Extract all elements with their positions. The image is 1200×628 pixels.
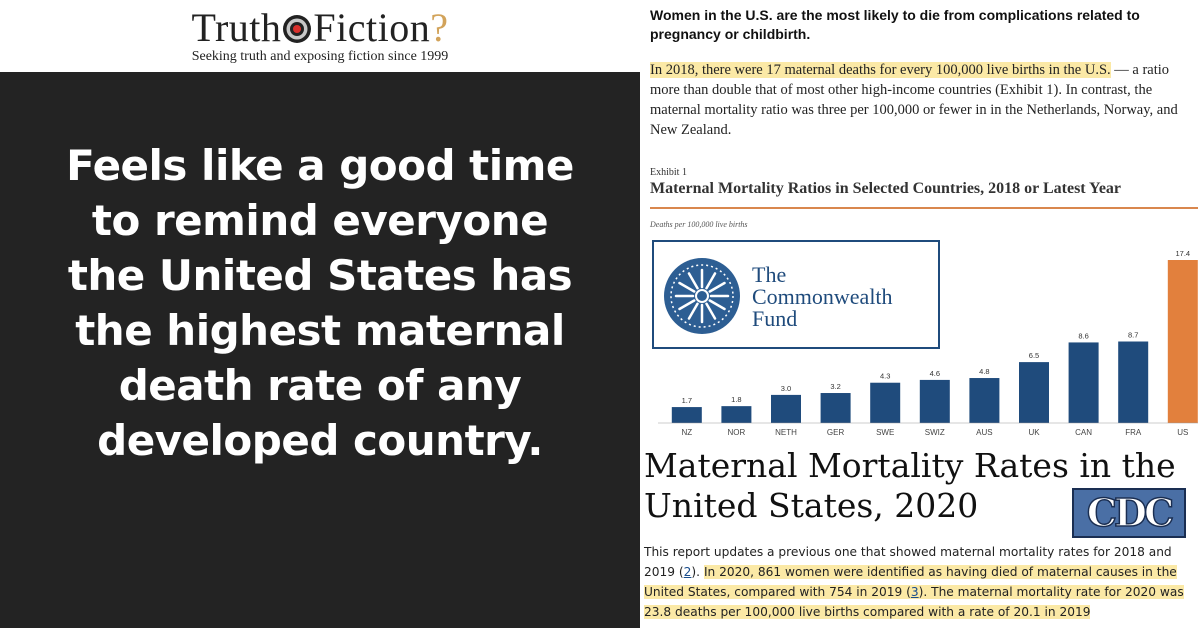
bar-value-label: 17.4 xyxy=(1175,249,1190,258)
bar-swiz xyxy=(919,379,950,423)
meme-image: Feels like a good time to remind everyon… xyxy=(0,72,640,628)
bar-value-label: 1.7 xyxy=(682,396,692,405)
article-headline: Women in the U.S. are the most likely to… xyxy=(650,7,1140,42)
bar-value-label: 3.0 xyxy=(781,384,791,393)
x-tick-label: AUS xyxy=(976,428,992,437)
meme-line: death rate of any xyxy=(118,361,522,410)
emblem-ray xyxy=(678,299,696,311)
exhibit-label: Exhibit 1 xyxy=(650,167,687,178)
exhibit-divider xyxy=(650,207,1198,209)
meme-line: to remind everyone xyxy=(91,196,549,245)
logo-fiction: Fiction xyxy=(313,5,431,50)
bar-ger xyxy=(820,393,851,423)
meme-line: the highest maternal xyxy=(75,306,565,355)
bar-value-label: 4.8 xyxy=(979,367,989,376)
logo-question-mark: ? xyxy=(430,5,449,50)
x-tick-label: GER xyxy=(827,428,845,437)
bar-neth xyxy=(771,394,801,423)
commonwealth-fund-logo: The Commonwealth Fund xyxy=(652,240,940,349)
bar-value-label: 3.2 xyxy=(830,382,840,391)
cdc-title-line: Maternal Mortality Rates in the xyxy=(644,446,1176,485)
emblem-ray xyxy=(678,281,696,293)
bar-value-label: 4.3 xyxy=(880,372,890,381)
paragraph-text: ). xyxy=(691,565,704,579)
paragraph-text: — a ratio more than double that of most … xyxy=(650,62,1178,138)
x-tick-label: UK xyxy=(1028,428,1040,437)
cwf-name-line: Commonwealth xyxy=(752,284,893,309)
bar-uk xyxy=(1019,362,1049,423)
cdc-logo: CDC xyxy=(1072,488,1186,538)
reference-link[interactable]: 3 xyxy=(910,585,919,599)
emblem-ray xyxy=(708,299,726,311)
cwf-name-line: The xyxy=(752,262,787,287)
meme-line: developed country. xyxy=(97,416,543,465)
cdc-logo-text: CDC xyxy=(1086,489,1175,536)
x-tick-label: SWE xyxy=(876,428,894,437)
bar-nor xyxy=(721,406,752,423)
exhibit-title: Maternal Mortality Ratios in Selected Co… xyxy=(650,180,1122,197)
bar-swe xyxy=(870,382,901,423)
maternal-mortality-bar-chart: 1.7 NZ 1.8 NOR 3.0 NETH 3.2 GER 4.3 SWE 4.6 SWIZ 4.8… xyxy=(658,249,1198,437)
paragraph-text: This report updates a previous one that … xyxy=(644,545,1172,579)
chart-y-axis-label: Deaths per 100,000 live births xyxy=(650,220,748,229)
evidence-panel: Women in the U.S. are the most likely to… xyxy=(640,0,1200,628)
cwf-name-line: Fund xyxy=(752,306,798,331)
commonwealth-fund-name: The Commonwealth Fund xyxy=(752,264,893,330)
x-tick-label: NOR xyxy=(728,428,746,437)
bar-fra xyxy=(1118,341,1149,423)
emblem-ray xyxy=(708,281,726,293)
logo-tagline: Seeking truth and exposing fiction since… xyxy=(191,49,449,64)
reference-link[interactable]: 2 xyxy=(683,565,692,579)
meme-line: Feels like a good time xyxy=(66,141,574,190)
x-tick-label: CAN xyxy=(1075,428,1092,437)
bar-us xyxy=(1167,260,1198,423)
cdc-title-line: United States, 2020 xyxy=(644,486,979,525)
emblem-ray xyxy=(687,272,699,290)
meme-panel: TruthorFiction? Seeking truth and exposi… xyxy=(0,0,640,628)
bar-nz xyxy=(671,407,702,423)
logo-truth: Truth xyxy=(191,5,282,50)
commonwealth-fund-emblem-icon xyxy=(664,258,740,334)
bar-value-label: 4.6 xyxy=(930,369,940,378)
bar-value-label: 6.5 xyxy=(1029,351,1039,360)
bar-aus xyxy=(969,378,1000,423)
x-tick-label: FRA xyxy=(1125,428,1142,437)
meme-text: Feels like a good time to remind everyon… xyxy=(0,138,640,468)
emblem-ray xyxy=(705,302,717,320)
bar-value-label: 8.7 xyxy=(1128,331,1138,340)
cdc-report-paragraph: This report updates a previous one that … xyxy=(644,542,1196,622)
x-tick-label: NETH xyxy=(775,428,797,437)
truthorfiction-logo[interactable]: TruthorFiction? Seeking truth and exposi… xyxy=(0,0,640,72)
bars-group: 1.7 NZ 1.8 NOR 3.0 NETH 3.2 GER 4.3 SWE 4.6 SWIZ 4.8… xyxy=(658,249,1198,437)
cdc-report-title: Maternal Mortality Rates in the United S… xyxy=(644,446,1176,526)
bar-value-label: 1.8 xyxy=(731,395,741,404)
emblem-ray xyxy=(705,272,717,290)
article-paragraph: In 2018, there were 17 maternal deaths f… xyxy=(650,60,1195,140)
target-icon xyxy=(283,15,312,43)
logo-wordmark: TruthorFiction? xyxy=(0,4,640,51)
bar-can xyxy=(1068,342,1099,423)
x-tick-label: US xyxy=(1177,428,1188,437)
highlighted-text: In 2018, there were 17 maternal deaths f… xyxy=(650,62,1111,78)
x-tick-label: SWIZ xyxy=(925,428,945,437)
meme-line: the United States has xyxy=(67,251,573,300)
x-tick-label: NZ xyxy=(681,428,692,437)
emblem-ray xyxy=(687,302,699,320)
bar-value-label: 8.6 xyxy=(1078,331,1088,340)
